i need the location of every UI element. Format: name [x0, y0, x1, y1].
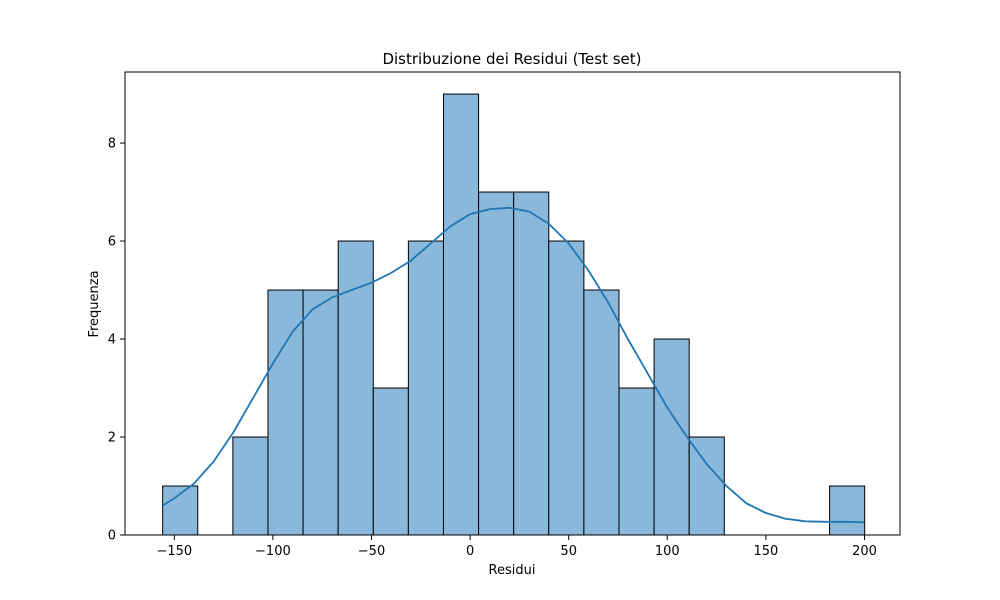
histogram-bar — [407, 240, 444, 536]
histogram-bars — [162, 93, 866, 536]
x-tick-label: 0 — [466, 544, 474, 559]
histogram-bar — [302, 289, 339, 536]
histogram-bar — [513, 191, 550, 536]
histogram-bar — [618, 387, 655, 536]
histogram-bar — [372, 387, 409, 536]
histogram-bar — [548, 240, 585, 536]
y-tick-label: 2 — [108, 431, 116, 446]
y-axis-ticks: 0 2 4 6 8 — [108, 137, 125, 544]
histogram-bar — [583, 289, 620, 536]
x-axis-label: Residui — [489, 563, 536, 578]
histogram-bar — [267, 289, 304, 536]
x-tick-label: 150 — [753, 544, 778, 559]
histogram-bar — [829, 485, 866, 536]
x-tick-label: −150 — [156, 544, 192, 559]
y-tick-label: 4 — [108, 333, 116, 348]
y-tick-label: 8 — [108, 137, 116, 152]
x-tick-label: 100 — [655, 544, 680, 559]
y-axis-label: Frequenza — [87, 270, 102, 337]
x-tick-label: 200 — [852, 544, 877, 559]
y-tick-label: 6 — [108, 235, 116, 250]
y-tick-label: 0 — [108, 529, 116, 544]
histogram-bar — [337, 240, 374, 536]
histogram-bar — [442, 93, 480, 536]
chart-title: Distribuzione dei Residui (Test set) — [382, 50, 641, 68]
histogram-bar — [653, 338, 690, 536]
histogram-bar — [688, 436, 725, 536]
kde-curve — [162, 206, 865, 524]
x-tick-label: −100 — [255, 544, 291, 559]
x-axis-ticks: −150 −100 −50 0 50 100 150 200 — [156, 535, 877, 559]
plot-frame — [124, 71, 901, 536]
histogram-bar — [232, 436, 269, 536]
x-tick-label: 50 — [560, 544, 577, 559]
x-tick-label: −50 — [358, 544, 385, 559]
histogram-bar — [478, 191, 515, 536]
